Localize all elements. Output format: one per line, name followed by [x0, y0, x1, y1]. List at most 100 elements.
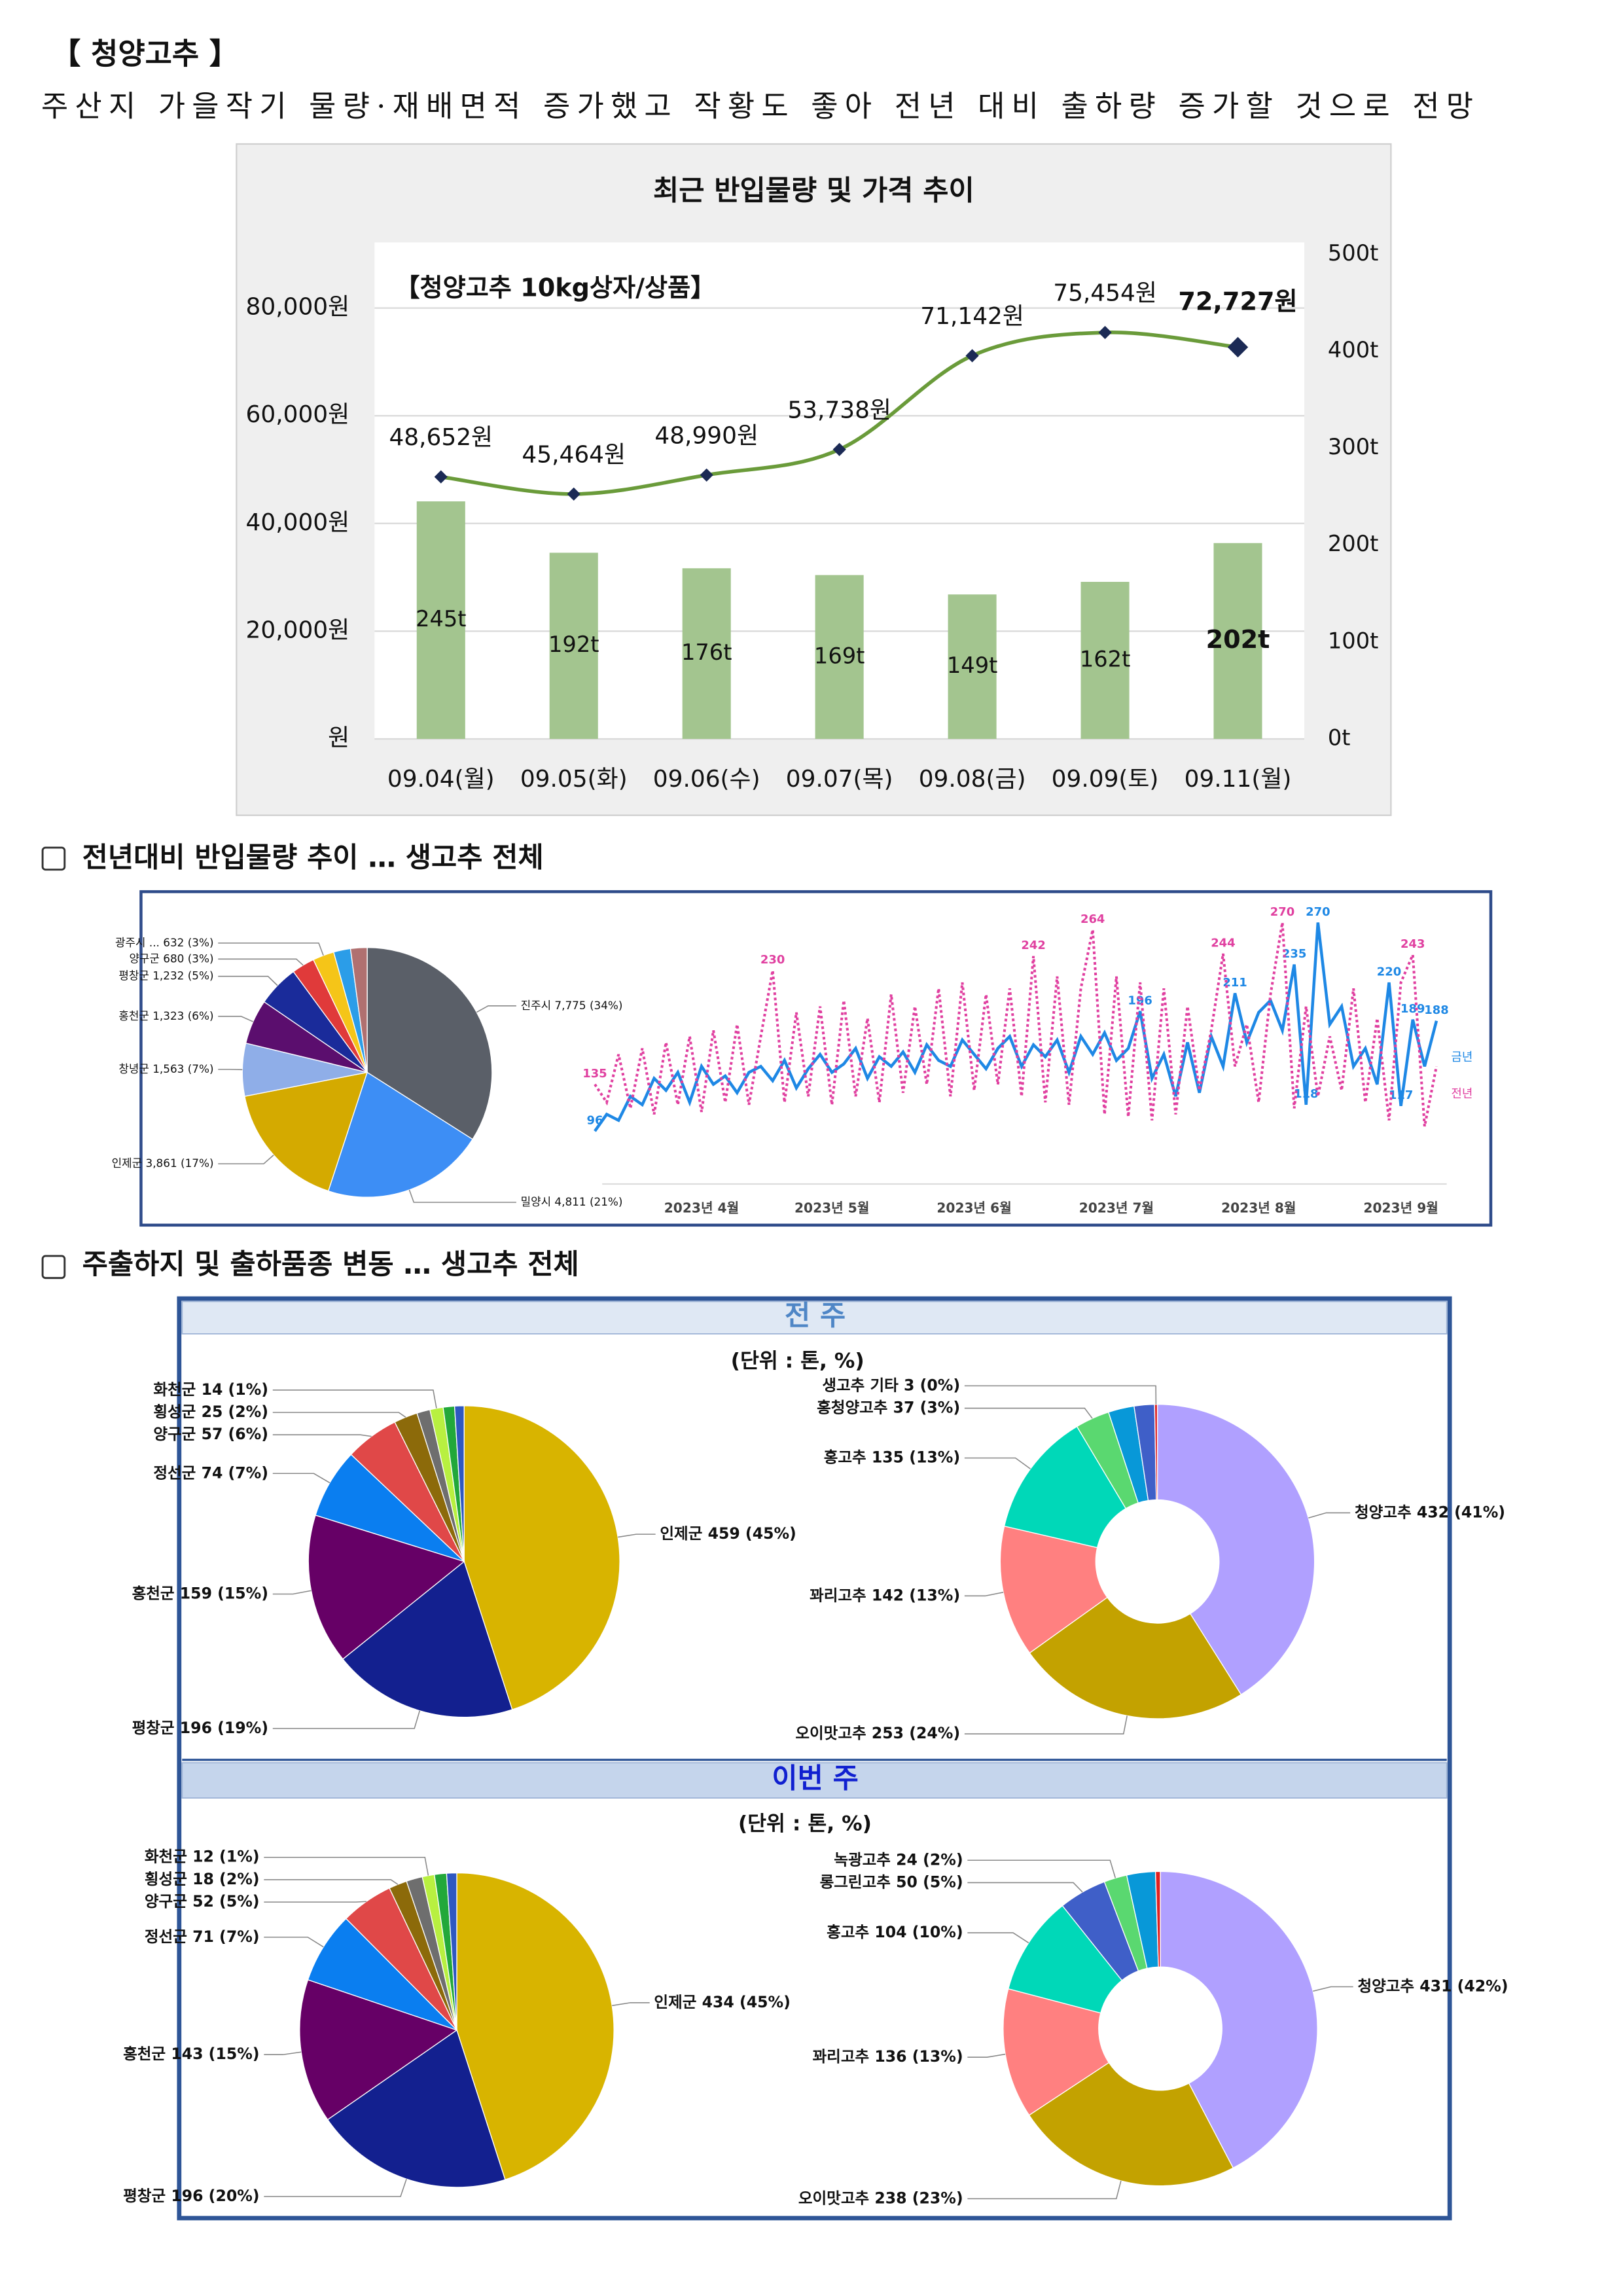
- pie-slice: [999, 1525, 1108, 1654]
- slice-value: 142 (13%): [872, 1586, 960, 1604]
- slice-label: 오이맛고추 253 (24%): [795, 1724, 960, 1742]
- slice-value: 196 (19%): [180, 1718, 268, 1736]
- leader-line: [264, 2178, 407, 2197]
- slice-category: 정선군: [145, 1927, 187, 1945]
- price-label: 45,464원: [522, 441, 626, 468]
- pie-slice: [1154, 1403, 1158, 1501]
- y-tick-label: 20,000원: [246, 617, 350, 643]
- slice-category: 청양고추: [1355, 1503, 1412, 1521]
- slice-category: 오이맛고추: [795, 1724, 866, 1742]
- chart-annotation: 【청양고추 10kg상자/상품】: [395, 274, 715, 302]
- slice-value: 14 (1%): [202, 1380, 268, 1398]
- slice-category: 녹광고추: [834, 1850, 891, 1869]
- bar: [1213, 543, 1262, 739]
- panel-header: [181, 1762, 1448, 1799]
- slice-value: 431 (42%): [1419, 1977, 1508, 1995]
- slice-label: 광주시 ... 632 (3%): [115, 936, 213, 949]
- x-tick-label: 2023년 9월: [1363, 1200, 1438, 1216]
- panel-header: [181, 1300, 1448, 1335]
- slice-label: 횡성군 18 (2%): [145, 1869, 260, 1888]
- pie-slice: [463, 1405, 620, 1710]
- y-tick-label: 40,000원: [246, 509, 350, 536]
- bar: [1080, 581, 1130, 739]
- leader-line: [264, 1856, 429, 1876]
- slice-category: 생고추 기타: [822, 1376, 899, 1394]
- point-label: 135: [582, 1067, 607, 1081]
- leader-line: [218, 942, 324, 956]
- x-tick-label: 2023년 5월: [794, 1200, 869, 1216]
- slice-label: 홍천군 159 (15%): [132, 1584, 268, 1602]
- leader-line: [1313, 1986, 1353, 1992]
- slice-label: 양구군 52 (5%): [145, 1892, 260, 1910]
- leader-line: [612, 2002, 650, 2007]
- pie-slice: [1029, 1596, 1242, 1719]
- leader-line: [272, 1412, 406, 1418]
- slice-label: 평창군 196 (20%): [123, 2187, 259, 2205]
- leader-line: [967, 2053, 1006, 2058]
- slice-value: 37 (3%): [893, 1398, 960, 1416]
- y2-tick-label: 400t: [1328, 337, 1378, 363]
- point-label: 189: [1400, 1002, 1425, 1016]
- slice-label: 홍고추 135 (13%): [824, 1448, 960, 1466]
- slice-value: 253 (24%): [872, 1724, 960, 1742]
- slice-category: 평창군: [123, 2187, 166, 2205]
- slice-label: 홍천군 143 (15%): [123, 2045, 259, 2063]
- pie-slice: [456, 1872, 615, 2181]
- leader-line: [264, 1879, 399, 1885]
- slice-value: 71 (7%): [192, 1927, 259, 1945]
- slice-label: 인제군 434 (45%): [654, 1992, 790, 2011]
- leader-line: [964, 1407, 1093, 1419]
- x-tick-label: 09.05(화): [520, 766, 628, 793]
- slice-value: 459 (45%): [708, 1524, 796, 1543]
- leader-line: [218, 1155, 274, 1164]
- point-label: 118: [1294, 1087, 1318, 1101]
- x-tick-label: 09.06(수): [653, 766, 760, 793]
- slice-label: 횡성군 25 (2%): [153, 1403, 268, 1421]
- pie-slice: [349, 946, 368, 1073]
- leader-line: [272, 1434, 372, 1437]
- slice-value: 74 (7%): [202, 1463, 268, 1482]
- bar: [948, 594, 997, 739]
- y2-tick-label: 200t: [1328, 531, 1378, 556]
- y-tick-label: 80,000원: [246, 294, 350, 321]
- slice-value: 52 (5%): [192, 1892, 259, 1910]
- pie-slice: [1003, 1988, 1110, 2116]
- slice-value: 1,232 (5%): [152, 969, 213, 982]
- series-line: [594, 922, 1438, 1127]
- slice-category: 화천군: [145, 1847, 187, 1865]
- unit-label: (단위 : 톤, %): [731, 1350, 865, 1373]
- leader-line: [264, 1936, 324, 1948]
- leader-line: [272, 1473, 330, 1484]
- y-tick-label: 원: [328, 725, 349, 751]
- slice-category: 인제군: [112, 1157, 142, 1170]
- y2-tick-label: 100t: [1328, 628, 1378, 653]
- slice-category: 횡성군: [145, 1869, 187, 1888]
- slice-category: 인제군: [654, 1992, 696, 2011]
- leader-line: [1308, 1512, 1351, 1519]
- slice-value: 680 (3%): [163, 952, 213, 965]
- leader-line: [964, 1385, 1157, 1405]
- slice-label: 롱그린고추 50 (5%): [820, 1873, 963, 1891]
- slice-value: 57 (6%): [202, 1425, 268, 1443]
- slice-label: 생고추 기타 3 (0%): [822, 1376, 960, 1394]
- pie-slice: [446, 1872, 457, 2030]
- pie-slice: [1003, 1426, 1127, 1549]
- legend-label: 전년: [1451, 1087, 1472, 1101]
- bar-value-label: 192t: [548, 632, 599, 657]
- leader-line: [967, 2180, 1122, 2200]
- bar-value-label: 176t: [681, 639, 732, 665]
- leader-line: [272, 1590, 312, 1595]
- leader-line: [964, 1715, 1128, 1734]
- unit-label: (단위 : 톤, %): [738, 1812, 872, 1836]
- slice-label: 녹광고추 24 (2%): [834, 1850, 963, 1869]
- x-tick-label: 2023년 8월: [1221, 1200, 1296, 1216]
- chart-title: 최근 반입물량 및 가격 추이: [653, 175, 974, 207]
- pie-slice: [327, 1071, 474, 1198]
- slice-category: 정선군: [153, 1463, 196, 1482]
- slice-category: 홍고추: [824, 1448, 866, 1466]
- leader-line: [264, 1901, 366, 1903]
- slice-value: 1,323 (6%): [152, 1009, 213, 1022]
- slice-label: 양구군 57 (6%): [153, 1425, 268, 1443]
- slice-category: 평창군: [132, 1718, 175, 1736]
- checkbox: [41, 846, 66, 871]
